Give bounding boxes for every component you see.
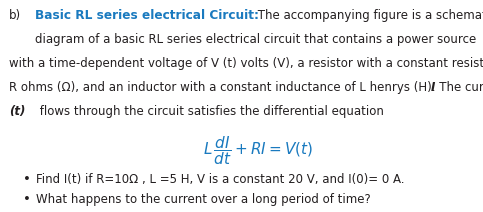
Text: What happens to the current over a long period of time?: What happens to the current over a long … [36,193,371,206]
Text: The accompanying figure is a schematic: The accompanying figure is a schematic [254,9,483,22]
Text: Basic RL series electrical Circuit:: Basic RL series electrical Circuit: [35,9,259,22]
Text: •: • [23,173,31,186]
Text: diagram of a basic RL series electrical circuit that contains a power source: diagram of a basic RL series electrical … [35,33,476,46]
Text: I: I [431,81,435,94]
Text: (t): (t) [9,105,25,118]
Text: b): b) [9,9,21,22]
Text: flows through the circuit satisfies the differential equation: flows through the circuit satisfies the … [36,105,384,118]
Text: $L\,\dfrac{dI}{dt} + RI = V(t)$: $L\,\dfrac{dI}{dt} + RI = V(t)$ [203,135,313,167]
Text: with a time-dependent voltage of V (t) volts (V), a resistor with a constant res: with a time-dependent voltage of V (t) v… [9,57,483,70]
Text: •: • [23,193,31,206]
Text: R ohms (Ω), and an inductor with a constant inductance of L henrys (H). The curr: R ohms (Ω), and an inductor with a const… [9,81,483,94]
Text: Find I(t) if R=10Ω , L =5 H, V is a constant 20 V, and I(0)= 0 A.: Find I(t) if R=10Ω , L =5 H, V is a cons… [36,173,405,186]
